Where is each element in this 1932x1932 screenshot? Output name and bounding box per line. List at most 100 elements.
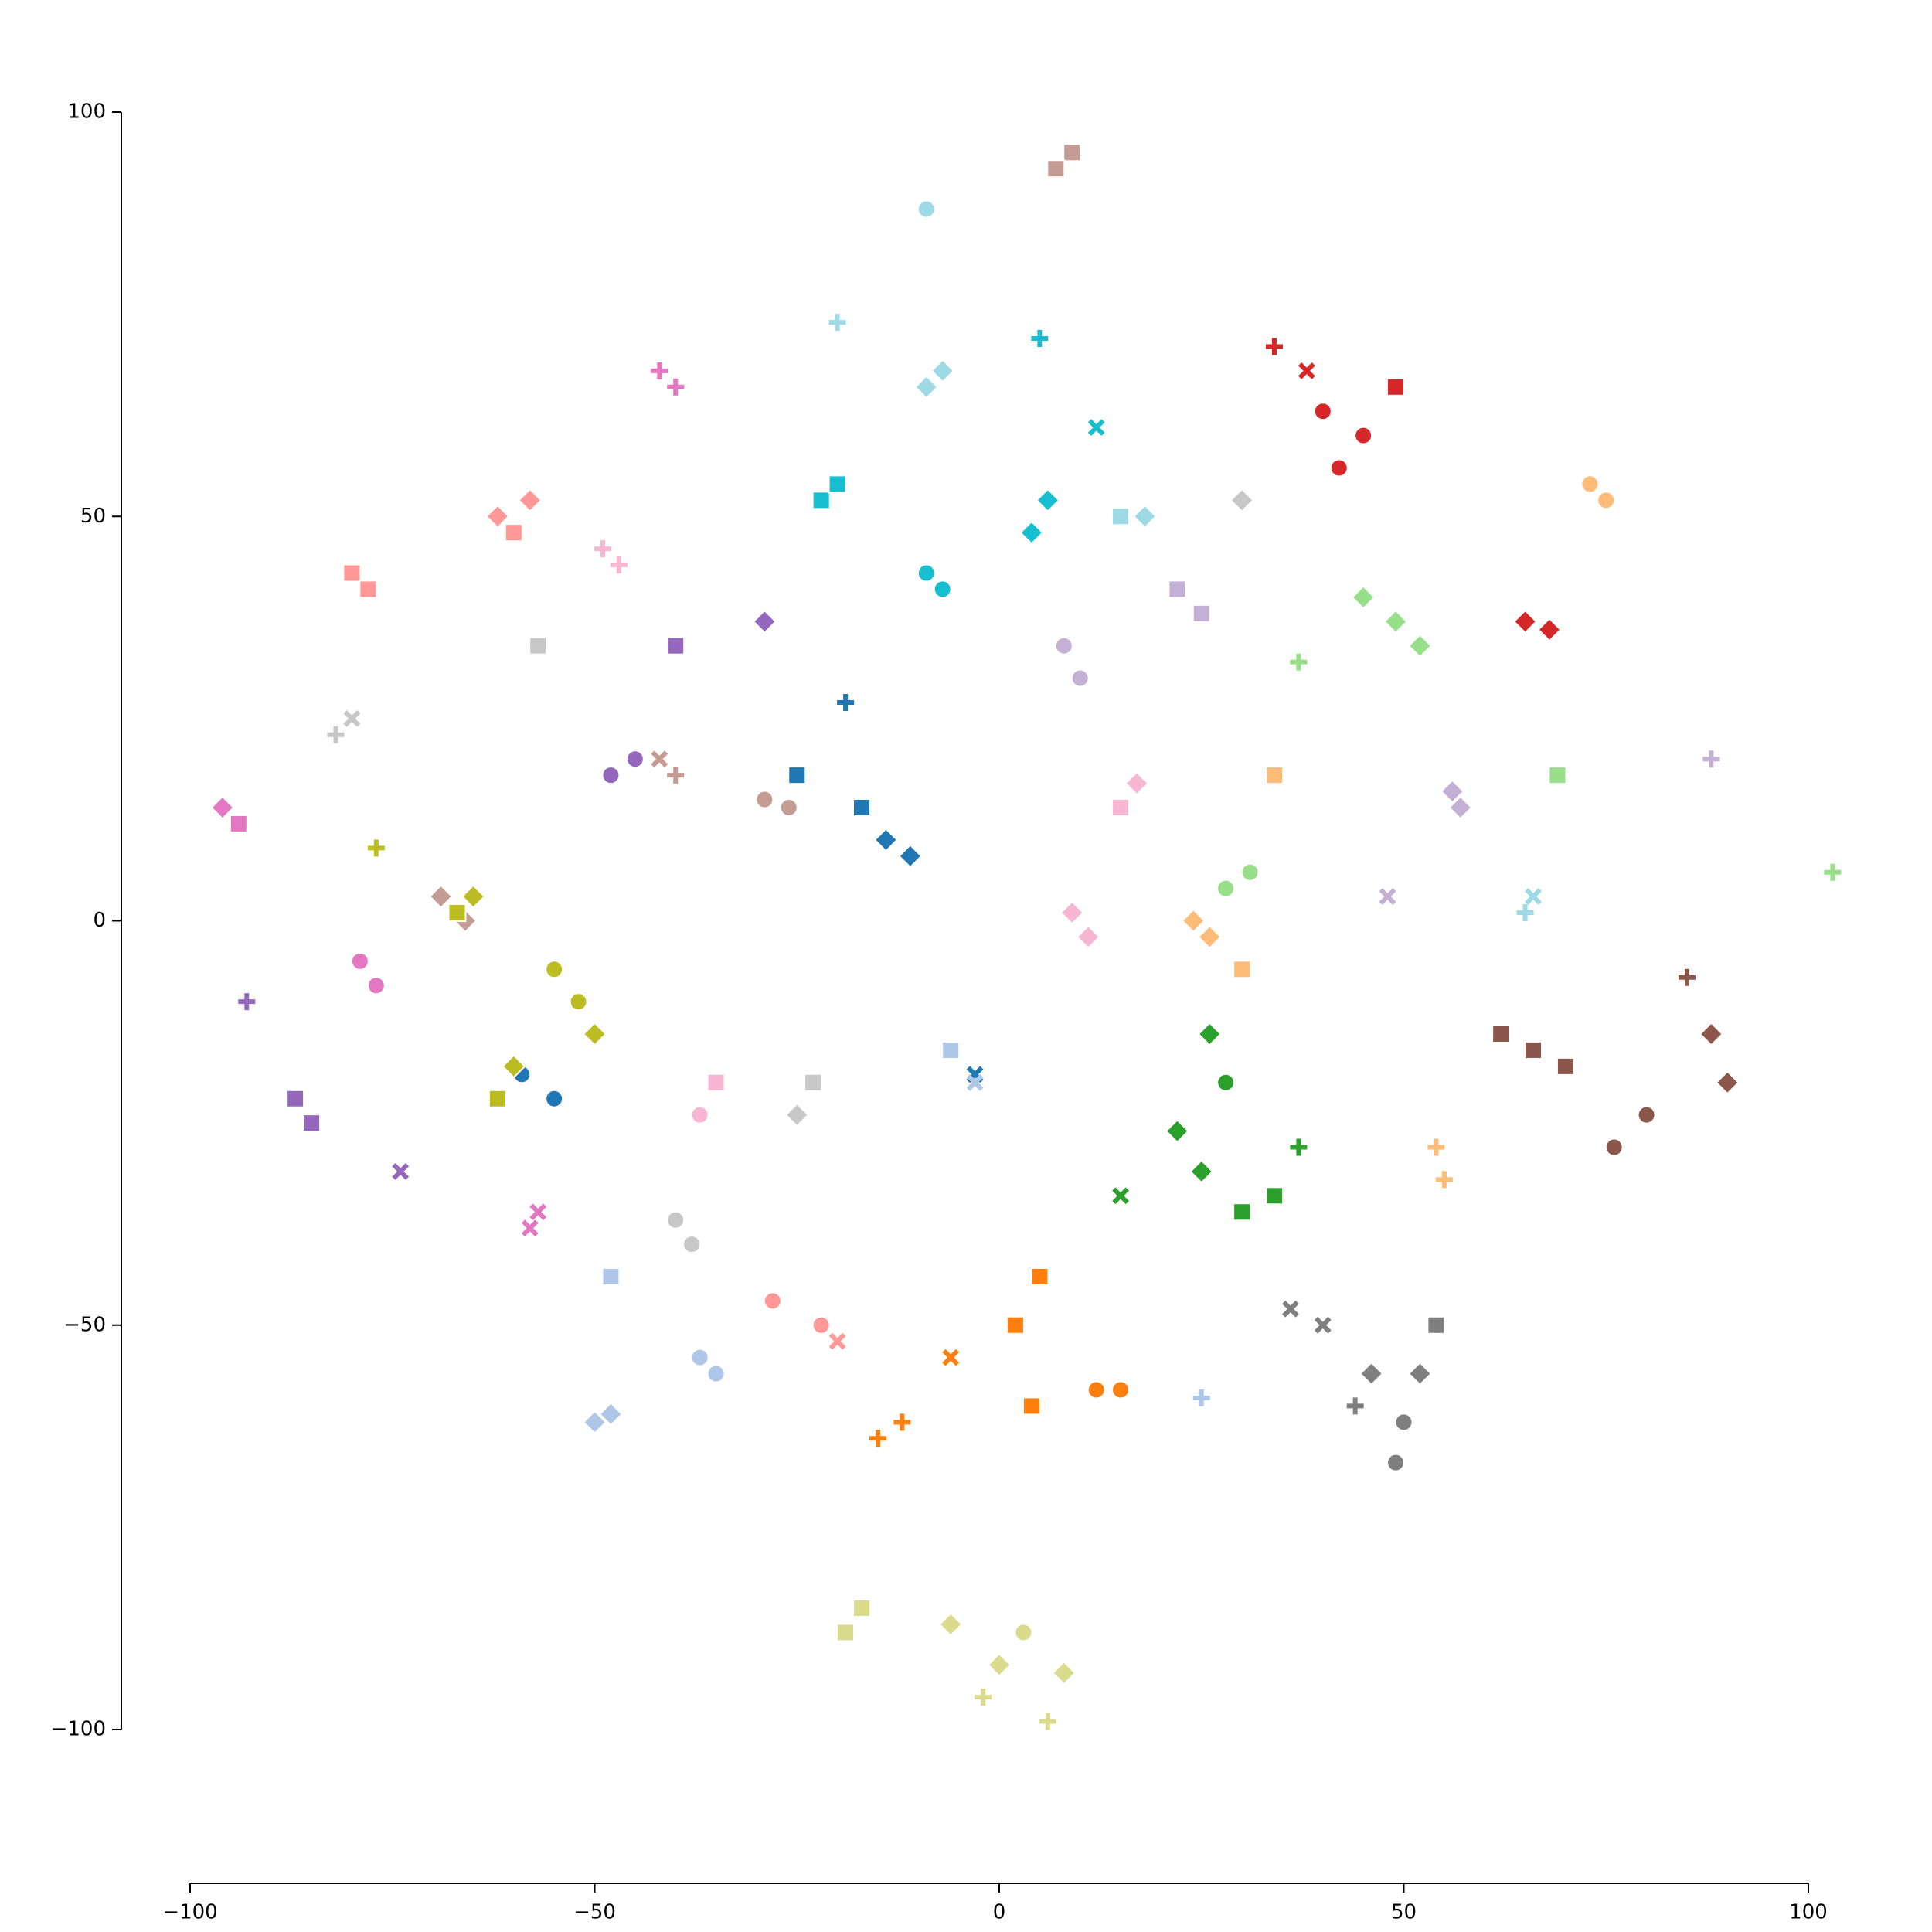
point: [942, 1349, 960, 1366]
point: [1031, 330, 1049, 348]
point: [651, 362, 668, 379]
point: [286, 1089, 305, 1108]
point: [966, 1073, 984, 1091]
point: [610, 556, 628, 574]
point: [625, 750, 645, 769]
point: [392, 1162, 410, 1180]
point: [917, 199, 936, 219]
point: [667, 767, 685, 784]
point: [210, 795, 235, 820]
point: [1281, 1300, 1299, 1318]
point: [1197, 924, 1222, 950]
point: [1440, 779, 1465, 804]
point: [836, 1623, 855, 1642]
x-tick-label: 100: [1789, 1901, 1828, 1924]
point: [302, 1114, 321, 1133]
point: [1087, 1380, 1106, 1400]
point: [1427, 1315, 1446, 1335]
point: [975, 1689, 992, 1706]
point: [1168, 580, 1187, 599]
point: [1824, 863, 1842, 881]
x-tick-label: −50: [573, 1901, 616, 1924]
point: [1189, 1159, 1214, 1184]
point: [811, 1315, 831, 1335]
point: [1637, 1105, 1656, 1124]
point: [1264, 1186, 1284, 1206]
point: [504, 523, 523, 543]
point: [1346, 1397, 1364, 1415]
point: [1379, 888, 1396, 906]
point: [1087, 419, 1105, 437]
point: [828, 474, 847, 494]
y-tick-label: −100: [51, 1718, 106, 1741]
point: [598, 1402, 624, 1427]
point: [938, 1612, 963, 1637]
point: [1548, 766, 1567, 785]
point: [1313, 402, 1332, 421]
point: [852, 1599, 872, 1618]
point: [1525, 888, 1542, 906]
point: [1233, 960, 1252, 979]
point: [1111, 798, 1131, 817]
point: [1046, 159, 1066, 179]
point: [787, 766, 807, 785]
point: [1492, 1025, 1511, 1044]
point: [327, 726, 345, 743]
point: [828, 314, 846, 332]
x-tick-label: 50: [1391, 1901, 1417, 1924]
point: [1165, 1118, 1190, 1144]
point: [779, 798, 798, 817]
y-tick-label: 100: [67, 100, 106, 124]
point: [1216, 879, 1236, 898]
point: [1005, 1315, 1025, 1335]
point: [1407, 1361, 1433, 1386]
point: [582, 1410, 607, 1435]
point: [1386, 1453, 1406, 1472]
point: [1290, 653, 1308, 671]
point: [545, 1089, 564, 1108]
y-tick-label: −50: [63, 1313, 106, 1336]
x-tick-label: −100: [162, 1901, 217, 1924]
point: [941, 1040, 961, 1060]
point: [1394, 1413, 1413, 1432]
point: [1192, 604, 1211, 623]
point: [342, 563, 362, 583]
point: [784, 1102, 809, 1128]
point: [1427, 1138, 1445, 1156]
point: [917, 563, 936, 583]
point: [1354, 426, 1373, 445]
point: [1076, 924, 1100, 950]
point: [1329, 458, 1349, 478]
point: [518, 488, 543, 513]
point: [1265, 338, 1283, 355]
point: [1052, 1661, 1077, 1685]
point: [987, 1652, 1012, 1677]
point: [804, 1073, 823, 1092]
point: [1715, 1070, 1740, 1095]
point: [690, 1348, 709, 1367]
point: [706, 1364, 726, 1383]
point: [1124, 770, 1149, 796]
point: [1111, 1380, 1131, 1400]
point: [447, 903, 467, 923]
point: [1112, 1187, 1129, 1205]
point: [1181, 908, 1206, 934]
point: [1233, 1202, 1252, 1222]
point: [485, 504, 510, 529]
point: [763, 1291, 782, 1311]
point: [1678, 968, 1696, 986]
point: [1111, 507, 1131, 526]
point: [601, 766, 621, 785]
point: [1290, 1138, 1308, 1156]
point: [1060, 900, 1084, 925]
point: [1604, 1138, 1624, 1157]
point: [1197, 1022, 1222, 1046]
point: [1512, 609, 1538, 634]
point: [1435, 1171, 1453, 1189]
y-tick-label: 0: [93, 909, 106, 932]
point: [1314, 1316, 1332, 1334]
point: [811, 491, 831, 510]
point: [343, 709, 361, 727]
point: [837, 693, 855, 711]
point: [1240, 862, 1260, 882]
